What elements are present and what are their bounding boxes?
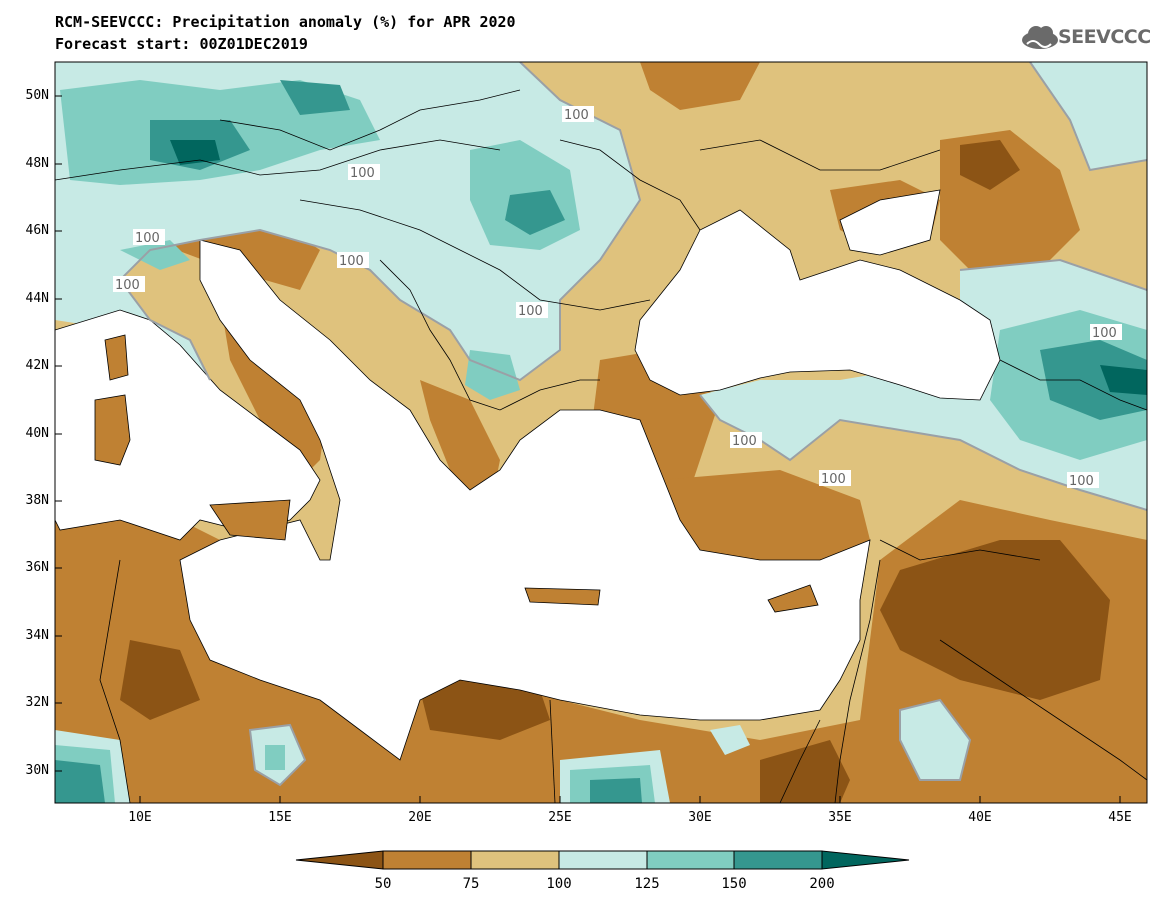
contour-label: 100 (1069, 474, 1094, 489)
colorbar-label: 200 (809, 876, 835, 892)
contour-label: 100 (115, 278, 140, 293)
lon-label: 35E (828, 810, 852, 825)
lat-label: 40N (25, 426, 49, 441)
colorbar-label: 75 (462, 876, 480, 892)
contour-label: 100 (732, 434, 757, 449)
map-title: RCM-SEEVCCC: Precipitation anomaly (%) f… (55, 13, 516, 31)
contour-label: 100 (564, 108, 589, 123)
lon-label: 10E (128, 810, 152, 825)
lon-label: 30E (688, 810, 712, 825)
colorbar-segment (470, 850, 560, 870)
lat-label: 48N (25, 156, 49, 171)
lon-label: 25E (548, 810, 572, 825)
colorbar-segment (295, 850, 384, 870)
lat-label: 38N (25, 493, 49, 508)
logo-text: SEEVCCC (1058, 26, 1151, 48)
mediterranean-sea (55, 239, 871, 761)
map-frame (54, 61, 1148, 804)
extreme-wet-areas (170, 140, 1147, 395)
country-borders (54, 89, 1148, 804)
cloud-icon (1022, 26, 1058, 49)
lat-label: 42N (25, 358, 49, 373)
forecast-start: Forecast start: 00Z01DEC2019 (55, 35, 308, 53)
cyprus (767, 584, 819, 613)
colorbar-segment (821, 850, 910, 870)
lon-label: 15E (268, 810, 292, 825)
lon-label: 45E (1108, 810, 1132, 825)
contour-label: 100 (821, 472, 846, 487)
lat-label: 44N (25, 291, 49, 306)
colorbar (295, 850, 910, 870)
colorbar-label: 100 (546, 876, 572, 892)
sea-areas (55, 189, 1001, 761)
contour-label: 100 (339, 254, 364, 269)
lat-label: 50N (25, 88, 49, 103)
lat-label: 34N (25, 628, 49, 643)
contour-label: 100 (350, 166, 375, 181)
contour-labels: 100 100 100 100 100 100 100 100 100 100 (113, 106, 1122, 489)
sea-of-azov (839, 189, 941, 256)
lat-label: 32N (25, 695, 49, 710)
contour-label: 100 (518, 304, 543, 319)
sicily (209, 499, 291, 541)
seevccc-logo (1022, 26, 1058, 49)
contour-100-lines (118, 62, 1147, 787)
lat-label: 46N (25, 223, 49, 238)
colorbar-label: 150 (721, 876, 747, 892)
corsica (104, 334, 129, 381)
sardinia (94, 394, 131, 466)
lon-label: 20E (408, 810, 432, 825)
black-sea (634, 209, 1001, 401)
islands (94, 334, 819, 613)
crete (524, 587, 601, 606)
colorbar-label: 50 (374, 876, 392, 892)
colorbar-segment (382, 850, 472, 870)
lat-label: 30N (25, 763, 49, 778)
lon-label: 40E (968, 810, 992, 825)
colorbar-segment (558, 850, 648, 870)
colorbar-segment (646, 850, 735, 870)
contour-label: 100 (135, 231, 160, 246)
colorbar-label: 125 (634, 876, 660, 892)
lat-label: 36N (25, 560, 49, 575)
axis-ticks (55, 95, 1121, 803)
colorbar-segment (733, 850, 823, 870)
contour-label: 100 (1092, 326, 1117, 341)
